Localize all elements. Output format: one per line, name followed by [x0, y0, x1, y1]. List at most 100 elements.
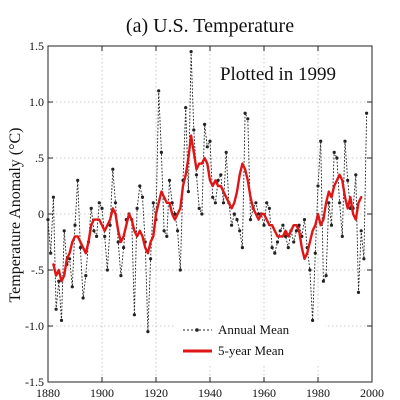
annual-point-1929: [178, 268, 182, 272]
annual-point-1955: [248, 218, 253, 222]
annual-point-1948: [230, 223, 234, 227]
annual-point-1966: [278, 229, 282, 233]
annual-point-1994: [354, 173, 358, 177]
annual-point-1927: [173, 212, 177, 216]
legend-annual-marker: [195, 328, 199, 332]
annual-point-1960: [262, 223, 266, 227]
annual-point-1914: [138, 184, 142, 188]
annual-point-1951: [238, 229, 242, 233]
y-tick-label-1: -1.0: [25, 319, 44, 333]
annual-point-1917: [146, 330, 150, 334]
annual-point-1924: [165, 234, 169, 238]
annual-point-1989: [340, 234, 344, 238]
annual-point-1932: [186, 190, 190, 194]
annual-point-1939: [205, 145, 209, 149]
series-annual-mean-line: [47, 51, 368, 332]
annual-point-1962: [267, 206, 271, 210]
annual-point-1889: [70, 285, 74, 289]
annual-point-1973: [297, 223, 301, 227]
annual-point-1984: [327, 201, 331, 205]
x-tick-label-1880: 1880: [36, 386, 60, 400]
annual-point-1893: [81, 296, 85, 300]
annual-point-1965: [275, 240, 280, 244]
annual-point-1896: [89, 206, 93, 210]
annual-point-1941: [211, 195, 215, 199]
y-axis-label: Temperature Anomaly (°C): [7, 128, 24, 303]
annual-point-1943: [216, 178, 220, 182]
annual-point-1902: [105, 268, 109, 272]
y-tick-label-0: -1.5: [25, 375, 44, 389]
annual-point-1985: [329, 223, 334, 227]
x-tick-label-1980: 1980: [306, 386, 330, 400]
annual-point-1988: [338, 201, 342, 205]
legend: Annual Mean 5-year Mean: [175, 322, 325, 364]
annual-point-1881: [49, 251, 53, 255]
annual-point-1946: [224, 150, 228, 154]
annual-point-1938: [203, 122, 207, 126]
annual-point-1888: [68, 257, 72, 261]
annual-point-1986: [332, 150, 336, 154]
annual-point-1880: [46, 218, 50, 222]
annual-point-1944: [219, 173, 223, 177]
annual-point-1963: [270, 246, 274, 250]
y-tick-label-5: 1.0: [29, 95, 44, 109]
annual-point-1901: [103, 234, 107, 238]
annual-point-1926: [170, 201, 174, 205]
annual-point-1972: [294, 229, 298, 233]
x-tick-label-1900: 1900: [90, 386, 114, 400]
legend-box: [175, 322, 325, 364]
y-tick-label-2: -.5: [31, 263, 44, 277]
annual-point-1978: [311, 318, 315, 322]
annual-point-1906: [116, 240, 120, 244]
annual-point-1883: [54, 307, 58, 311]
x-tick-label-1940: 1940: [198, 386, 222, 400]
annual-point-1983: [324, 274, 328, 278]
annual-point-1945: [221, 201, 226, 205]
series-5yr-mean-line: [52, 134, 363, 283]
y-tick-label-6: 1.5: [29, 39, 44, 53]
series: [46, 50, 369, 334]
annual-point-1977: [308, 268, 312, 272]
annual-point-1979: [313, 251, 317, 255]
annual-point-1996: [359, 229, 363, 233]
annual-point-1907: [119, 274, 123, 278]
annual-point-1952: [240, 246, 244, 250]
y-tick-label-3: 0: [38, 207, 44, 221]
annual-point-1997: [362, 257, 366, 261]
annual-point-1884: [57, 279, 61, 283]
annual-point-1886: [62, 229, 66, 233]
annual-point-1936: [197, 206, 201, 210]
annual-point-1981: [319, 139, 323, 143]
annual-point-1885: [59, 318, 64, 322]
annual-point-1964: [273, 251, 277, 255]
annual-point-1894: [84, 274, 88, 278]
annual-point-1968: [284, 234, 288, 238]
annual-point-1897: [92, 229, 96, 233]
annual-point-1969: [286, 246, 290, 250]
annual-point-1958: [257, 212, 261, 216]
annual-point-1995: [356, 290, 361, 294]
legend-5yr-label: 5-year Mean: [218, 343, 285, 358]
annual-point-1931: [184, 106, 188, 110]
annual-point-1928: [176, 229, 180, 233]
annual-point-1923: [162, 229, 166, 233]
annual-point-1915: [140, 195, 145, 199]
annual-point-1892: [78, 246, 82, 250]
annual-point-1940: [208, 139, 212, 143]
annual-point-1990: [343, 139, 347, 143]
annual-point-1903: [108, 223, 112, 227]
annual-point-1905: [113, 201, 118, 205]
annual-point-1982: [321, 279, 325, 283]
x-tick-label-1920: 1920: [144, 386, 168, 400]
annual-point-1949: [232, 212, 236, 216]
annual-point-1980: [316, 184, 320, 188]
annual-point-1935: [194, 173, 199, 177]
annual-point-1922: [159, 150, 163, 154]
x-tick-label-1960: 1960: [252, 386, 276, 400]
annual-point-1921: [157, 89, 161, 93]
chart-title: (a) U.S. Temperature: [126, 15, 294, 37]
annual-point-1898: [95, 234, 99, 238]
annual-point-1991: [346, 178, 350, 182]
annual-point-1899: [97, 201, 101, 205]
